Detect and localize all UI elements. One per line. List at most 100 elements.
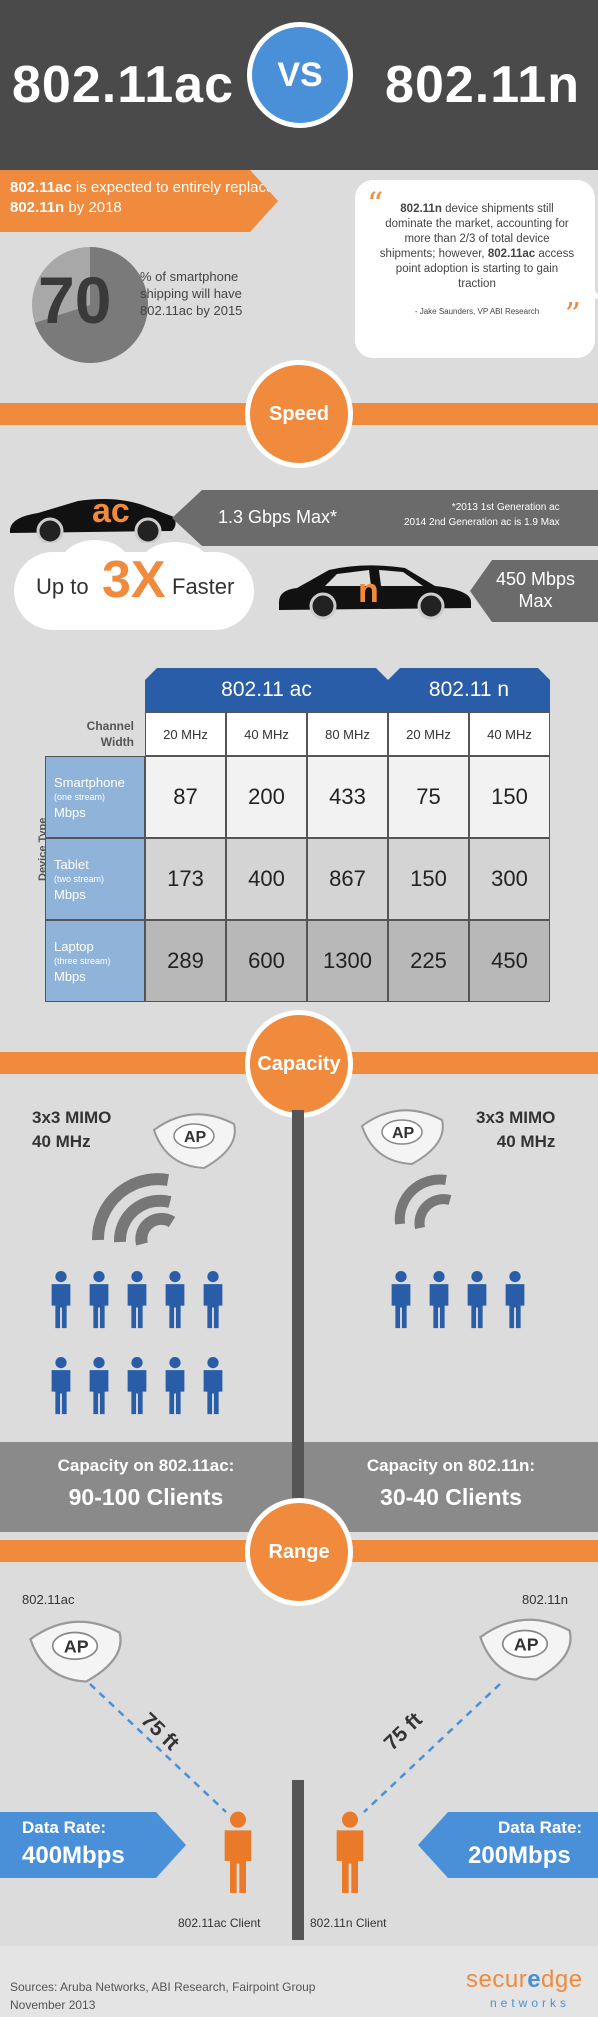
ac-capacity-panel xyxy=(0,1442,292,1532)
client-person-icon xyxy=(467,1270,487,1329)
speed-value-cell: 867 xyxy=(307,838,388,920)
smartphone-pie-chart xyxy=(32,247,148,363)
ac-data-rate-arrow xyxy=(0,1812,186,1878)
range-title: Range xyxy=(245,1498,353,1606)
faster-cloud xyxy=(14,552,254,630)
ac-client-label: 802.11ac Client xyxy=(178,1916,261,1930)
speed-value-cell: 400 xyxy=(226,838,307,920)
quote-text-2: access point adoption is starting to gai… xyxy=(395,248,575,290)
ac-ap-text: AP xyxy=(184,1129,207,1146)
range-dashed-lines xyxy=(89,1683,501,1813)
speed-value-cell: 1300 xyxy=(307,920,388,1002)
client-person-icon xyxy=(429,1270,449,1329)
ac-capacity-caption-1: Capacity on 802.11ac: xyxy=(57,1456,235,1475)
device-unit: Mbps xyxy=(54,804,86,820)
logo-part-2: e xyxy=(527,1966,542,1993)
range-n-ap-text: AP xyxy=(514,1635,539,1655)
faster-big: 3X xyxy=(102,551,166,609)
speed-value-cell: 225 xyxy=(388,920,469,1002)
n-car-label: n xyxy=(358,572,379,610)
device-name: Smartphone xyxy=(54,774,125,790)
client-person-icon xyxy=(391,1270,411,1329)
replace-n: 802.11n xyxy=(10,199,65,216)
ac-capacity-caption-2: 90-100 Clients xyxy=(68,1484,224,1510)
quote-bold-n: 802.11n xyxy=(400,203,442,215)
quote-author: - Jake Saunders, VP ABI Research xyxy=(414,307,540,316)
range-ac-access-point-icon: AP xyxy=(29,1620,122,1683)
ac-max-speed: 1.3 Gbps Max* xyxy=(218,507,338,527)
right-mimo-1: 3x3 MIMO xyxy=(476,1108,556,1127)
pie-caption-2: shipping will have xyxy=(140,286,242,301)
n-table-header: 802.11 n xyxy=(388,668,550,712)
header: 802.11ac VS 802.11n xyxy=(0,0,598,170)
footer-sources: Sources: Aruba Networks, ABI Research, F… xyxy=(10,1980,316,1994)
n-capacity-caption-2: 30-40 Clients xyxy=(380,1484,522,1510)
header-title-ac: 802.11ac xyxy=(12,56,235,114)
ac-speed-arrow xyxy=(172,490,598,546)
speed-value-cell: 150 xyxy=(469,756,550,838)
logo-part-3: dge xyxy=(541,1966,583,1993)
n-speed-arrow xyxy=(470,560,598,622)
open-quote-icon: “ xyxy=(367,185,384,223)
logo-part-1: secur xyxy=(466,1966,528,1993)
replace-end: by 2018 xyxy=(68,199,122,216)
pie-caption-1: % of smartphone xyxy=(140,269,239,284)
n-max-2: Max xyxy=(518,591,553,611)
speed-value-cell: 87 xyxy=(145,756,226,838)
speed-value-cell: 173 xyxy=(145,838,226,920)
speed-note: *2013 1st Generation ac 2014 2nd Generat… xyxy=(404,500,560,530)
n-client-label: 802.11n Client xyxy=(310,1916,387,1930)
n-client-person-icon xyxy=(336,1811,364,1893)
speed-value-cell: 600 xyxy=(226,920,307,1002)
device-row-label: Tablet (two stream) Mbps xyxy=(45,838,145,920)
pie-slice-70 xyxy=(34,247,148,363)
replace-mid: is expected to entirely replace xyxy=(75,179,275,196)
replace-banner: 802.11ac is expected to entirely replace… xyxy=(0,170,278,232)
client-person-icon xyxy=(203,1356,223,1415)
replace-ac: 802.11ac xyxy=(10,179,72,196)
left-mimo-1: 3x3 MIMO xyxy=(32,1108,112,1127)
speed-value-cell: 75 xyxy=(388,756,469,838)
pie-value: 70 xyxy=(38,263,112,337)
device-stream: (one stream) xyxy=(54,791,106,802)
device-name: Tablet xyxy=(54,856,89,872)
n-ap-text: AP xyxy=(392,1125,415,1142)
faster-post: Faster xyxy=(172,574,235,599)
securedge-logo: securedge xyxy=(466,1966,583,1994)
faster-pre: Up to xyxy=(36,574,89,599)
speed-note-1: *2013 1st Generation ac xyxy=(451,502,560,513)
speed-value-cell: 289 xyxy=(145,920,226,1002)
n-data-rate-arrow xyxy=(418,1812,598,1878)
range-right-ap-label: 802.11n xyxy=(522,1592,569,1607)
device-row-label: Laptop (three stream) Mbps xyxy=(45,920,145,1002)
capacity-title: Capacity xyxy=(245,1010,353,1118)
device-name: Laptop xyxy=(54,938,94,954)
device-stream: (three stream) xyxy=(54,955,111,966)
channel-width-header: 80 MHz xyxy=(307,712,388,756)
ac-data-rate-value: 400Mbps xyxy=(22,1842,125,1869)
ac-data-rate-label: Data Rate: xyxy=(22,1818,107,1837)
ac-access-point-icon: AP xyxy=(152,1113,236,1170)
speed-value-cell: 150 xyxy=(388,838,469,920)
channel-width-label: Channel Width xyxy=(86,719,134,749)
client-person-icon xyxy=(203,1270,223,1329)
device-unit: Mbps xyxy=(54,886,86,902)
n-wifi-waves-icon xyxy=(394,1174,452,1230)
device-row-label: Smartphone (one stream) Mbps xyxy=(45,756,145,838)
quote-text-1: device shipments still dominate the mark… xyxy=(379,203,569,260)
ac-table-header: 802.11 ac xyxy=(145,668,388,712)
client-person-icon xyxy=(165,1270,185,1329)
client-person-icon xyxy=(165,1356,185,1415)
speed-title: Speed xyxy=(245,360,353,468)
pie-caption-3: 802.11ac by 2015 xyxy=(140,303,243,318)
device-stream: (two stream) xyxy=(54,873,105,884)
speed-value-cell: 300 xyxy=(469,838,550,920)
pie-caption: % of smartphone shipping will have 802.1… xyxy=(140,268,242,319)
n-data-rate-label: Data Rate: xyxy=(498,1818,583,1837)
right-mimo-2: 40 MHz xyxy=(496,1132,556,1151)
n-max-1: 450 Mbps xyxy=(496,569,576,589)
range-ac-ap-text: AP xyxy=(64,1637,89,1657)
cloud-puff xyxy=(140,542,210,588)
vs-badge: VS xyxy=(247,22,353,128)
capacity-divider xyxy=(292,1110,304,1508)
